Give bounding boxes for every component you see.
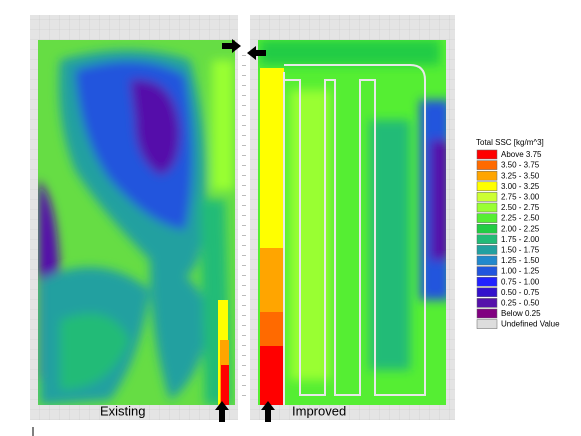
legend-swatch xyxy=(476,255,498,266)
legend-swatch xyxy=(476,266,498,276)
legend-label: Undefined Value xyxy=(501,320,560,329)
legend-label: 1.00 - 1.25 xyxy=(501,267,540,276)
legend-label: 0.75 - 1.00 xyxy=(501,277,540,286)
center-strip xyxy=(238,15,250,420)
legend-swatch xyxy=(476,170,498,181)
legend-label: 2.00 - 2.25 xyxy=(501,224,540,233)
legend-label: 0.50 - 0.75 xyxy=(501,288,540,297)
legend-label: 1.50 - 1.75 xyxy=(501,246,540,255)
legend-swatch xyxy=(476,160,498,170)
legend-swatch xyxy=(476,308,498,319)
legend-label: 2.25 - 2.50 xyxy=(501,214,540,223)
legend-swatch xyxy=(476,287,498,298)
legend-swatch xyxy=(476,223,498,234)
legend: Total SSC [kg/m^3] Above 3.75 3.50 - 3.75… xyxy=(476,138,560,329)
improved-field xyxy=(258,40,446,405)
legend-title: Total SSC [kg/m^3] xyxy=(476,138,544,147)
legend-swatch xyxy=(476,181,498,192)
panel-label: Improved xyxy=(292,403,346,418)
legend-label: 1.75 - 2.00 xyxy=(501,235,540,244)
legend-label: 3.25 - 3.50 xyxy=(501,171,540,180)
legend-swatch xyxy=(476,298,498,308)
legend-label: 2.75 - 3.00 xyxy=(501,193,540,202)
legend-label: Above 3.75 xyxy=(501,150,542,159)
legend-swatch xyxy=(476,276,498,287)
panel-label: Existing xyxy=(100,403,146,418)
legend-swatch xyxy=(476,234,498,245)
existing-field xyxy=(38,40,235,405)
legend-swatch xyxy=(476,319,498,329)
legend-swatch xyxy=(476,245,498,255)
flow-arrows xyxy=(215,39,275,422)
legend-swatch xyxy=(476,202,498,213)
legend-label: 1.25 - 1.50 xyxy=(501,256,540,265)
legend-label: 3.00 - 3.25 xyxy=(501,182,540,191)
legend-swatch xyxy=(476,213,498,223)
legend-label: Below 0.25 xyxy=(501,309,541,318)
legend-label: 2.50 - 2.75 xyxy=(501,203,540,212)
legend-label: 3.50 - 3.75 xyxy=(501,161,540,170)
legend-label: 0.25 - 0.50 xyxy=(501,299,540,308)
legend-swatch xyxy=(476,149,498,160)
legend-swatch xyxy=(476,192,498,202)
